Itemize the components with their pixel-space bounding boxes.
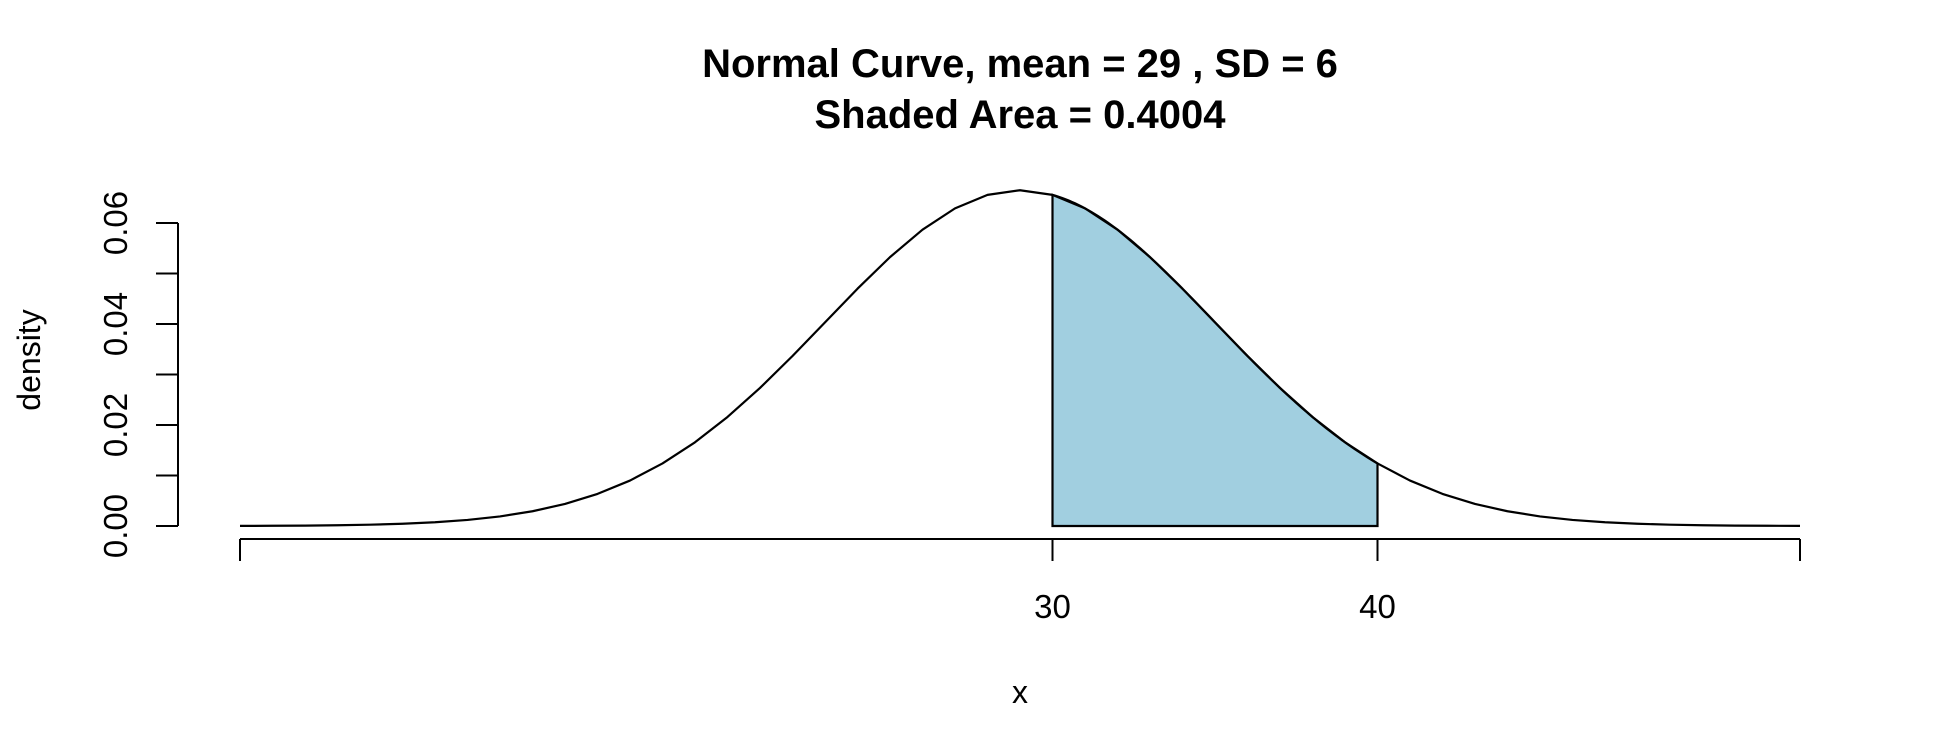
plot-area: [239, 189, 1801, 528]
y-axis: 0.00 0.02 0.04 0.06: [97, 191, 179, 558]
shaded-area: [1051, 193, 1379, 528]
y-tick-label: 0.06: [97, 191, 134, 255]
chart-subtitle: Shaded Area = 0.4004: [815, 93, 1227, 137]
x-axis: 30 40: [239, 538, 1801, 625]
x-axis-label: x: [1012, 674, 1028, 710]
x-tick-label: 30: [1034, 588, 1071, 625]
y-tick-label: 0.00: [97, 494, 134, 558]
y-tick-label: 0.02: [97, 393, 134, 457]
chart-title: Normal Curve, mean = 29 , SD = 6: [702, 42, 1338, 86]
y-axis-label: density: [11, 309, 47, 410]
x-tick-label: 40: [1359, 588, 1396, 625]
y-tick-label: 0.04: [97, 292, 134, 356]
density-curve: [239, 189, 1801, 527]
